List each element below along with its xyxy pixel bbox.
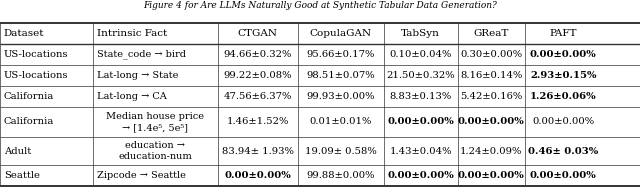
Text: CTGAN: CTGAN	[237, 29, 278, 38]
Text: Intrinsic Fact: Intrinsic Fact	[97, 29, 167, 38]
Text: Seattle: Seattle	[4, 171, 40, 180]
Text: 99.22±0.08%: 99.22±0.08%	[223, 71, 292, 80]
Text: 0.01±0.01%: 0.01±0.01%	[310, 117, 372, 127]
Text: Lat-long → CA: Lat-long → CA	[97, 92, 166, 101]
Text: Figure 4 for Are LLMs Naturally Good at Synthetic Tabular Data Generation?: Figure 4 for Are LLMs Naturally Good at …	[143, 1, 497, 10]
Text: 98.51±0.07%: 98.51±0.07%	[307, 71, 375, 80]
Text: 1.43±0.04%: 1.43±0.04%	[390, 147, 452, 156]
Text: Median house price
→ [1.4e⁵, 5e⁵]: Median house price → [1.4e⁵, 5e⁵]	[106, 112, 204, 132]
Text: 0.10±0.04%: 0.10±0.04%	[390, 50, 452, 59]
Text: education →
education-num: education → education-num	[118, 141, 192, 161]
Text: 5.42±0.16%: 5.42±0.16%	[460, 92, 522, 101]
Text: 0.00±0.00%: 0.00±0.00%	[458, 117, 525, 127]
Text: Lat-long → State: Lat-long → State	[97, 71, 178, 80]
Text: 19.09± 0.58%: 19.09± 0.58%	[305, 147, 377, 156]
Text: 99.88±0.00%: 99.88±0.00%	[307, 171, 375, 180]
Text: PAFT: PAFT	[550, 29, 577, 38]
Text: 0.00±0.00%: 0.00±0.00%	[530, 50, 596, 59]
Text: 8.83±0.13%: 8.83±0.13%	[390, 92, 452, 101]
Text: 99.93±0.00%: 99.93±0.00%	[307, 92, 375, 101]
Text: 1.46±1.52%: 1.46±1.52%	[227, 117, 289, 127]
Text: 8.16±0.14%: 8.16±0.14%	[460, 71, 522, 80]
Text: 2.93±0.15%: 2.93±0.15%	[530, 71, 596, 80]
Text: 0.00±0.00%: 0.00±0.00%	[224, 171, 291, 180]
Text: California: California	[4, 92, 54, 101]
Text: 0.00±0.00%: 0.00±0.00%	[387, 117, 454, 127]
Text: 21.50±0.32%: 21.50±0.32%	[387, 71, 455, 80]
Text: CopulaGAN: CopulaGAN	[310, 29, 372, 38]
Text: California: California	[4, 117, 54, 127]
Text: 0.00±0.00%: 0.00±0.00%	[458, 171, 525, 180]
Text: Dataset: Dataset	[4, 29, 44, 38]
Text: 0.00±0.00%: 0.00±0.00%	[532, 117, 595, 127]
Text: US-locations: US-locations	[4, 50, 68, 59]
Text: 1.24±0.09%: 1.24±0.09%	[460, 147, 522, 156]
Text: 0.46± 0.03%: 0.46± 0.03%	[528, 147, 598, 156]
Text: 94.66±0.32%: 94.66±0.32%	[223, 50, 292, 59]
Text: 83.94± 1.93%: 83.94± 1.93%	[221, 147, 294, 156]
Text: 0.00±0.00%: 0.00±0.00%	[387, 171, 454, 180]
Text: TabSyn: TabSyn	[401, 29, 440, 38]
Text: Zipcode → Seattle: Zipcode → Seattle	[97, 171, 186, 180]
Text: GReaT: GReaT	[474, 29, 509, 38]
Text: 0.30±0.00%: 0.30±0.00%	[460, 50, 522, 59]
Text: 1.26±0.06%: 1.26±0.06%	[530, 92, 596, 101]
Text: Adult: Adult	[4, 147, 31, 156]
Text: State_code → bird: State_code → bird	[97, 50, 186, 59]
Text: US-locations: US-locations	[4, 71, 68, 80]
Text: 0.00±0.00%: 0.00±0.00%	[530, 171, 596, 180]
Text: 47.56±6.37%: 47.56±6.37%	[223, 92, 292, 101]
Text: 95.66±0.17%: 95.66±0.17%	[307, 50, 375, 59]
